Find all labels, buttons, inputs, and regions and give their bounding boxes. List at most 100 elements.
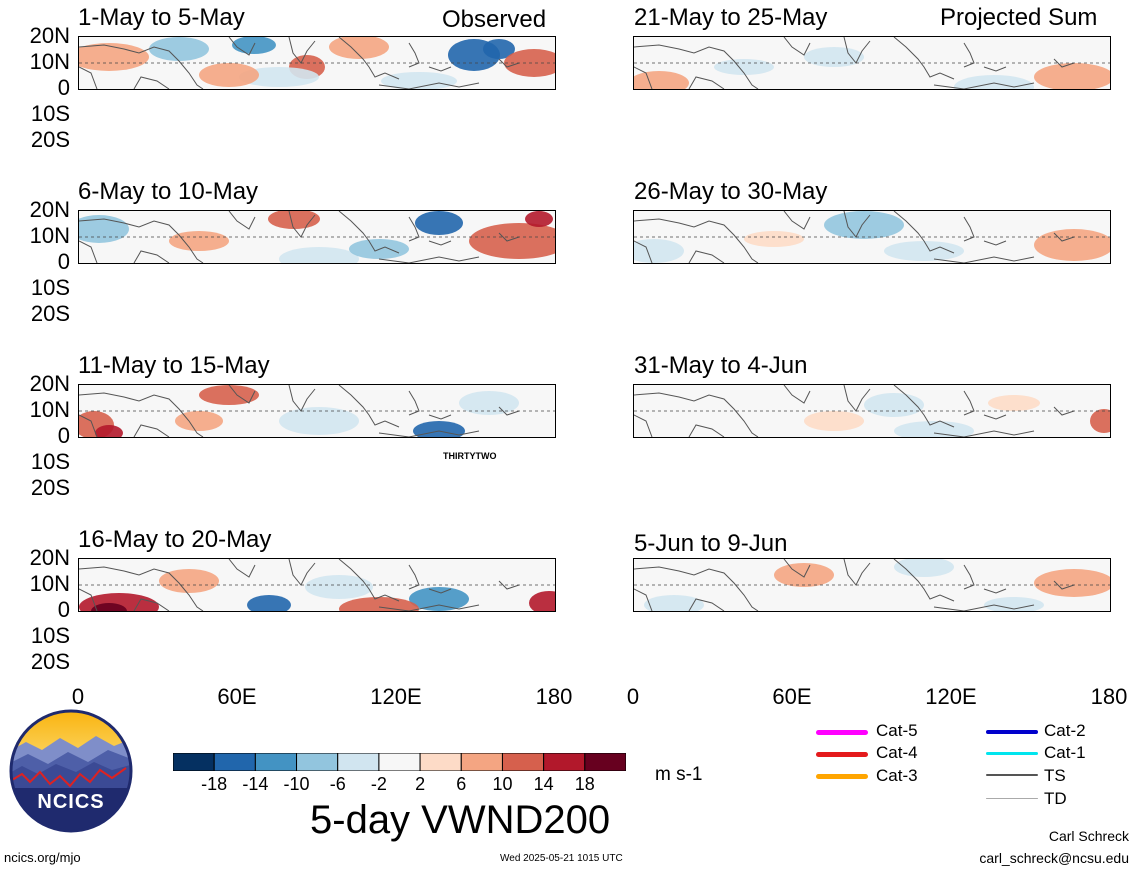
coastline	[983, 414, 1007, 420]
footer-timestamp: Wed 2025-05-21 1015 UTC	[500, 853, 623, 864]
coastline	[983, 240, 1007, 246]
coastline	[338, 559, 400, 602]
coastline	[963, 42, 975, 68]
coastline	[963, 564, 975, 590]
anomaly-shading	[988, 395, 1040, 411]
map-canvas	[79, 385, 555, 437]
y-tick: 0	[57, 249, 70, 274]
legend-line-ts	[986, 774, 1038, 776]
anomaly-shading	[644, 595, 704, 611]
coastline	[79, 44, 204, 89]
anomaly-shading	[884, 241, 964, 261]
panel-title-6: 26-May to 30-May	[634, 178, 828, 205]
coastline	[133, 76, 170, 89]
anomaly-shading	[459, 391, 519, 415]
colorbar-swatch	[378, 752, 421, 772]
coastline	[133, 250, 170, 263]
coastline	[79, 392, 204, 437]
colorbar-swatches	[172, 752, 627, 772]
x-tick: 0	[71, 684, 85, 709]
y-tick: 10N	[29, 571, 70, 596]
coastline	[634, 392, 759, 437]
legend-label-cat4: Cat-4	[876, 743, 918, 762]
legend-label-cat2: Cat-2	[1044, 721, 1086, 740]
footer-site-link[interactable]: ncics.org/mjo	[4, 850, 81, 865]
x-tick: 120E	[370, 684, 422, 709]
anomaly-shading	[525, 211, 553, 227]
coastline	[378, 82, 480, 89]
coastline	[378, 430, 480, 437]
anomaly-shading	[413, 421, 465, 437]
coastline	[228, 559, 256, 578]
coastline	[893, 37, 955, 80]
legend-label-cat1: Cat-1	[1044, 743, 1086, 762]
coastline	[498, 580, 520, 590]
y-tick: 10N	[29, 397, 70, 422]
coastline	[79, 240, 98, 263]
map-panel-5	[633, 36, 1111, 90]
anomaly-shading	[529, 591, 555, 611]
colorbar-tick-label: 14	[533, 774, 554, 794]
y-tick: 20N	[29, 545, 70, 570]
y-tick: 10S	[30, 449, 70, 474]
anomaly-shading	[483, 39, 515, 59]
colorbar-swatch	[501, 752, 545, 772]
y-tick: 0	[57, 423, 70, 448]
map-panel-4	[78, 558, 556, 612]
anomaly-shading	[1090, 409, 1110, 433]
coastline	[634, 588, 653, 611]
anomaly-shading	[199, 63, 259, 87]
y-tick: 20N	[29, 371, 70, 396]
map-canvas	[634, 385, 1110, 437]
coastline	[408, 216, 420, 242]
coastline	[634, 44, 759, 89]
anomaly-shading	[804, 411, 864, 431]
projected-sum-label: Projected Sum	[940, 4, 1098, 31]
coastline	[933, 430, 1035, 437]
y-tick: 10S	[30, 623, 70, 648]
coastline	[963, 390, 975, 416]
legend-line-cat2	[986, 730, 1038, 734]
anomaly-shading	[714, 59, 774, 75]
map-canvas	[79, 559, 555, 611]
coastline	[79, 566, 204, 611]
y-tick: 10N	[29, 223, 70, 248]
panel-title-5: 21-May to 25-May	[634, 4, 828, 31]
coastline	[228, 385, 256, 404]
coastline	[498, 406, 520, 416]
anomaly-shading	[247, 595, 291, 611]
coastline	[428, 588, 452, 594]
coastline	[338, 211, 400, 254]
y-tick: 10S	[30, 101, 70, 126]
coastline	[983, 66, 1007, 72]
colorbar-swatch	[296, 752, 339, 772]
coastline	[893, 211, 955, 254]
panel-title-7: 31-May to 4-Jun	[634, 352, 808, 379]
coastline	[133, 598, 170, 611]
coastline	[634, 414, 653, 437]
colorbar-tick-label: -2	[370, 774, 387, 794]
logo-graphic-icon	[9, 709, 133, 833]
footer-email[interactable]: carl_schreck@ncsu.edu	[979, 850, 1129, 866]
coastline	[783, 385, 811, 404]
anomaly-shading	[381, 72, 457, 89]
colorbar-tick-label: 2	[415, 774, 426, 794]
coastline	[634, 566, 759, 611]
colorbar-tick-label: -10	[283, 774, 310, 794]
coastline	[498, 232, 520, 242]
y-tick: 20N	[29, 197, 70, 222]
coastline	[1053, 58, 1075, 68]
ncics-logo[interactable]: NCICS	[8, 708, 134, 834]
observed-label: Observed	[442, 6, 547, 33]
map-panel-6	[633, 210, 1111, 264]
storm-label: THIRTYTWO	[442, 451, 498, 461]
anomaly-shading	[159, 569, 219, 593]
anomaly-shading	[1034, 63, 1110, 89]
colorbar-tick-label: -14	[242, 774, 269, 794]
legend-label-ts: TS	[1044, 766, 1066, 785]
map-canvas	[79, 37, 555, 89]
anomaly-shading	[279, 247, 359, 263]
panel-title-3: 11-May to 15-May	[78, 352, 270, 379]
y-tick: 20S	[30, 649, 70, 674]
coastline	[79, 218, 204, 263]
